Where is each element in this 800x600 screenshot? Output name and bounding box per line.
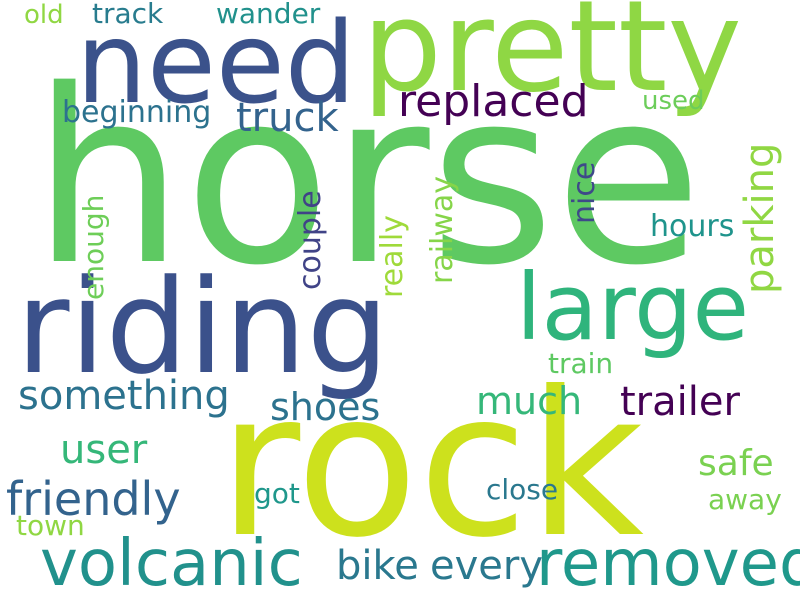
word-parking: parking <box>737 142 783 294</box>
word-beginning: beginning <box>62 95 212 130</box>
word-away: away <box>708 483 782 516</box>
word-something: something <box>18 373 230 419</box>
word-pretty: pretty <box>362 0 742 120</box>
word-shoes: shoes <box>270 385 381 429</box>
word-town: town <box>16 509 85 542</box>
word-safe: safe <box>698 443 774 484</box>
word-bike: bike <box>336 543 419 589</box>
word-really: really <box>375 215 410 298</box>
word-large: large <box>516 254 750 361</box>
word-rock: rock <box>218 349 644 582</box>
word-track: track <box>92 0 164 30</box>
word-enough: enough <box>77 194 110 300</box>
word-truck: truck <box>236 95 339 141</box>
word-trailer: trailer <box>620 379 740 425</box>
word-couple: couple <box>293 190 328 290</box>
word-need: need <box>76 0 356 129</box>
word-close: close <box>486 473 559 506</box>
word-horse: horse <box>32 38 703 318</box>
word-volcanic: volcanic <box>40 527 303 600</box>
word-got: got <box>254 477 300 510</box>
word-nice: nice <box>567 161 602 224</box>
word-friendly: friendly <box>6 472 181 526</box>
word-every: every <box>430 543 544 589</box>
word-old: old <box>24 0 64 30</box>
word-replaced: replaced <box>398 76 589 127</box>
word-railway: railway <box>425 175 460 284</box>
word-hours: hours <box>650 209 735 244</box>
word-wander: wander <box>216 0 321 30</box>
word-removed: removed <box>536 527 800 600</box>
word-riding: riding <box>16 251 390 403</box>
word-much: much <box>476 379 583 423</box>
word-used: used <box>642 86 705 116</box>
word-user: user <box>60 427 148 473</box>
word-train: train <box>548 347 614 380</box>
